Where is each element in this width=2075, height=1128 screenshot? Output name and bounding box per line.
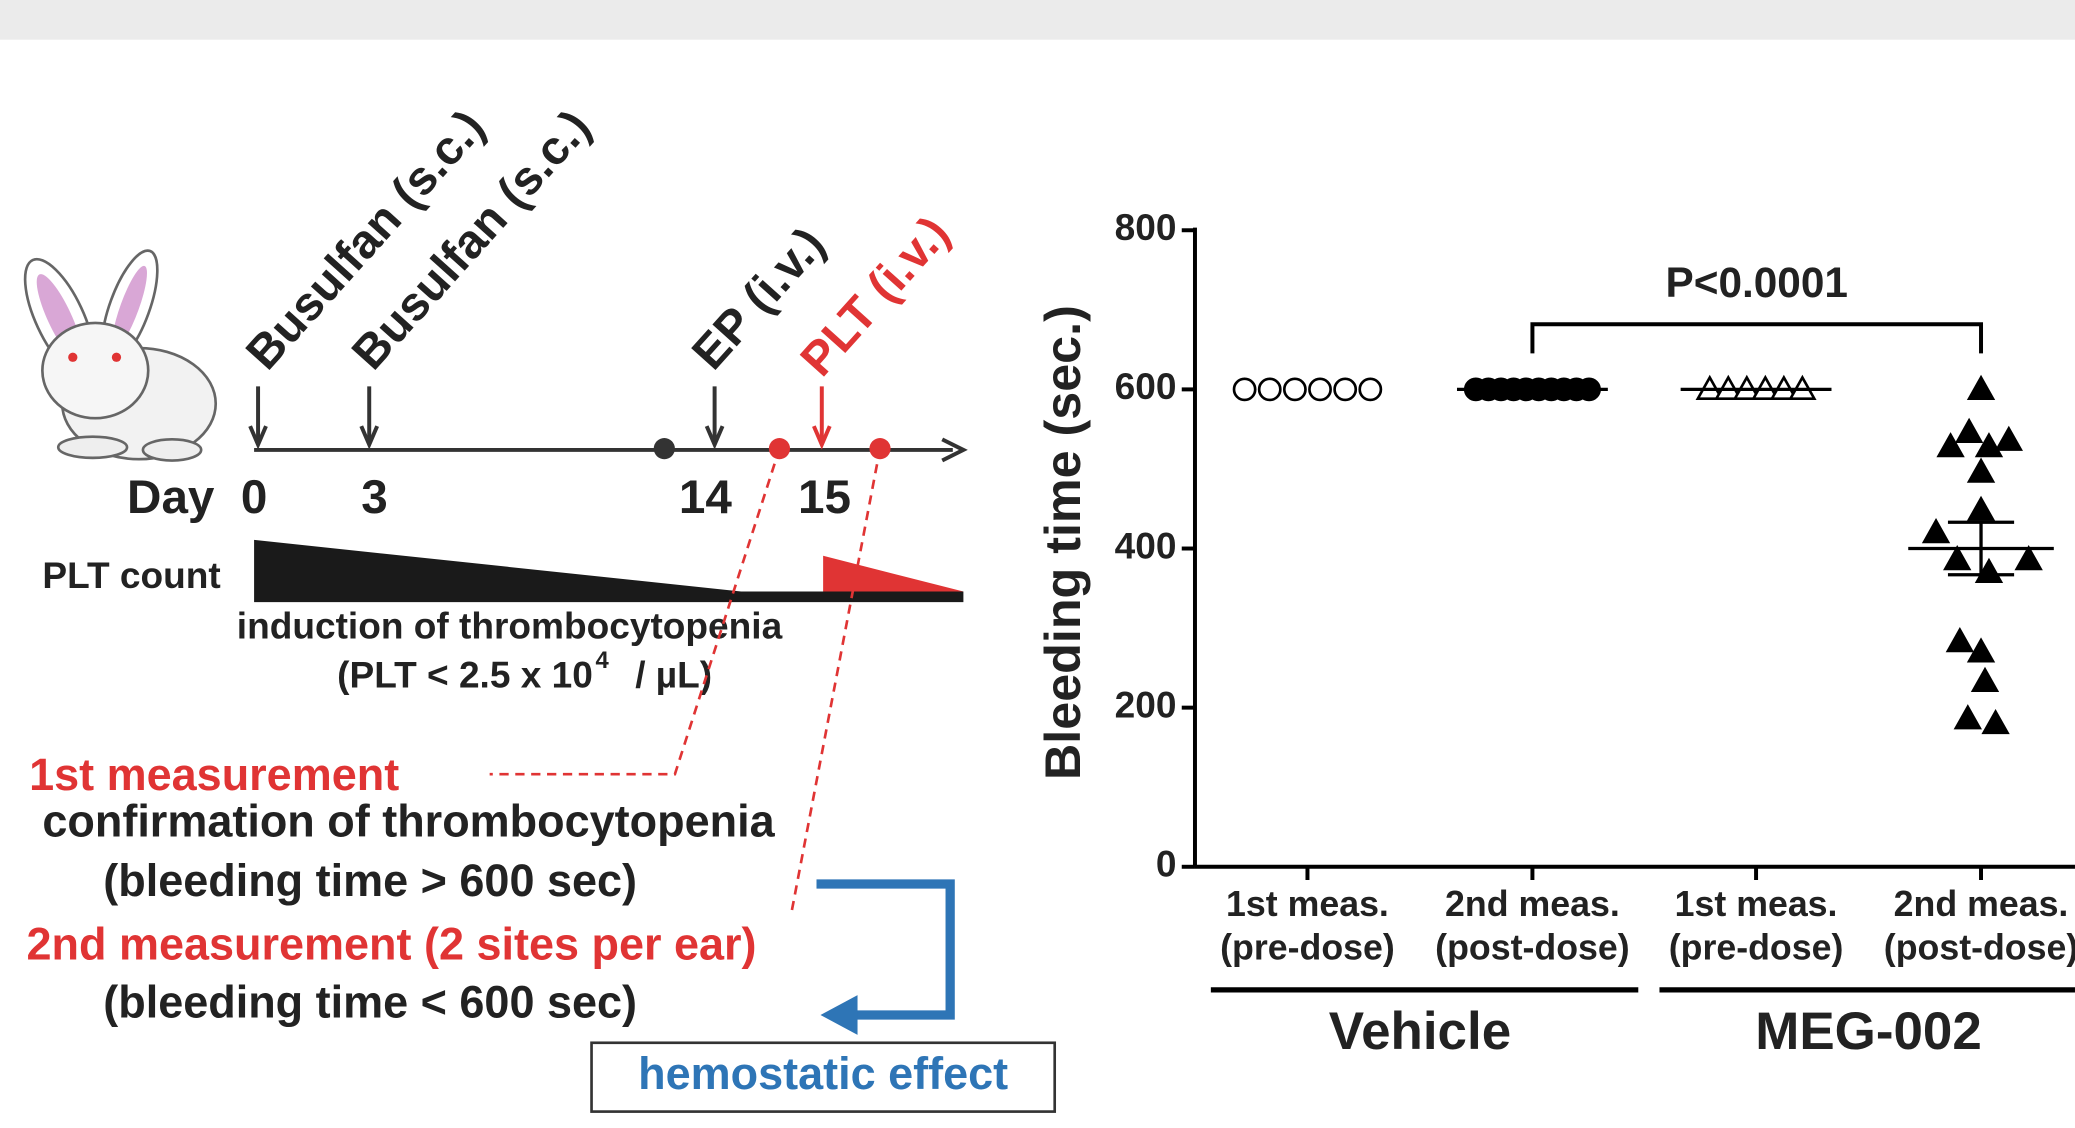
y-tick-label: 400 (1115, 524, 1177, 566)
data-point (1333, 377, 1358, 402)
x-tick-label: 1st meas. (1675, 884, 1838, 924)
group-label: Vehicle (1329, 1002, 1511, 1061)
effect-box (590, 1041, 1057, 1113)
induction-text: induction of thrombocytopenia (237, 604, 783, 646)
data-point (1232, 377, 1257, 402)
measurement-text: confirmation of thrombocytopenia (42, 795, 775, 846)
data-point (1945, 626, 1975, 653)
plt-recovery (823, 555, 964, 592)
group-label: MEG-002 (1755, 1002, 1981, 1061)
measurement-text: 1st measurement (29, 749, 399, 800)
error-bar (1947, 520, 2015, 577)
rabbit-icon (23, 249, 218, 462)
day: 14 (679, 471, 732, 524)
timeline (248, 386, 968, 463)
induction-text: (PLT < 2.5 x 10 (337, 653, 593, 695)
plt-count-label: PLT count (42, 554, 220, 596)
measurement-text: (bleeding time > 600 sec) (103, 855, 637, 906)
data-point (1981, 708, 2010, 735)
data-point (1282, 377, 1307, 402)
x-tick-label: (pre-dose) (1220, 928, 1395, 968)
data-point (1943, 545, 1972, 571)
x-tick-label: (pre-dose) (1669, 928, 1844, 968)
data-point (1921, 517, 1951, 544)
data-point (1308, 377, 1332, 402)
data-point (1954, 417, 1984, 443)
x-tick-label: 2nd meas. (1894, 884, 2069, 924)
x-tick-label: (post-dose) (1884, 928, 2075, 968)
y-tick-label: 0 (1156, 843, 1177, 885)
significance-label: P<0.0001 (1666, 259, 1848, 306)
data-point (1358, 377, 1383, 402)
plt-wedge (254, 539, 964, 603)
significance-bracket (1530, 322, 1984, 354)
data-point (1966, 374, 1996, 400)
timeline-dot (653, 438, 675, 460)
y-tick-label: 200 (1115, 683, 1177, 725)
data-point (1974, 432, 2004, 458)
effect-text: hemostatic effect (638, 1048, 1008, 1099)
data-point (1936, 432, 1965, 458)
data-point (1966, 637, 1996, 663)
superscript: 4 (596, 647, 610, 674)
measurement-text: 2nd measurement (2 sites per ear) (26, 918, 756, 969)
data-point (1953, 704, 1982, 730)
data-point (1257, 377, 1282, 402)
data-point (1966, 457, 1996, 483)
event-label: PLT (i.v.) (791, 207, 960, 387)
effect-arrowhead (820, 995, 858, 1035)
measurement-text: (bleeding time < 600 sec) (103, 977, 637, 1028)
effect-arrow (816, 879, 955, 1020)
y-axis-title: Bleeding time (sec.) (1034, 305, 1091, 780)
y-tick-label: 600 (1115, 365, 1177, 407)
day: 3 (361, 471, 388, 524)
data-point (1994, 425, 2023, 451)
top-bar (0, 0, 2075, 40)
y-tick-label: 800 (1115, 206, 1177, 248)
dashed-connector (489, 448, 882, 914)
x-tick-label: 2nd meas. (1445, 884, 1620, 924)
day: 0 (241, 471, 268, 524)
day: 15 (798, 471, 851, 524)
x-tick-label: 1st meas. (1226, 884, 1389, 924)
day-label: Day (127, 471, 215, 524)
data-point (1966, 495, 1996, 521)
data-point (2014, 545, 2043, 571)
x-tick-label: (post-dose) (1435, 928, 1629, 968)
data-point (1970, 666, 2000, 692)
induction-text: / µL) (635, 653, 712, 695)
